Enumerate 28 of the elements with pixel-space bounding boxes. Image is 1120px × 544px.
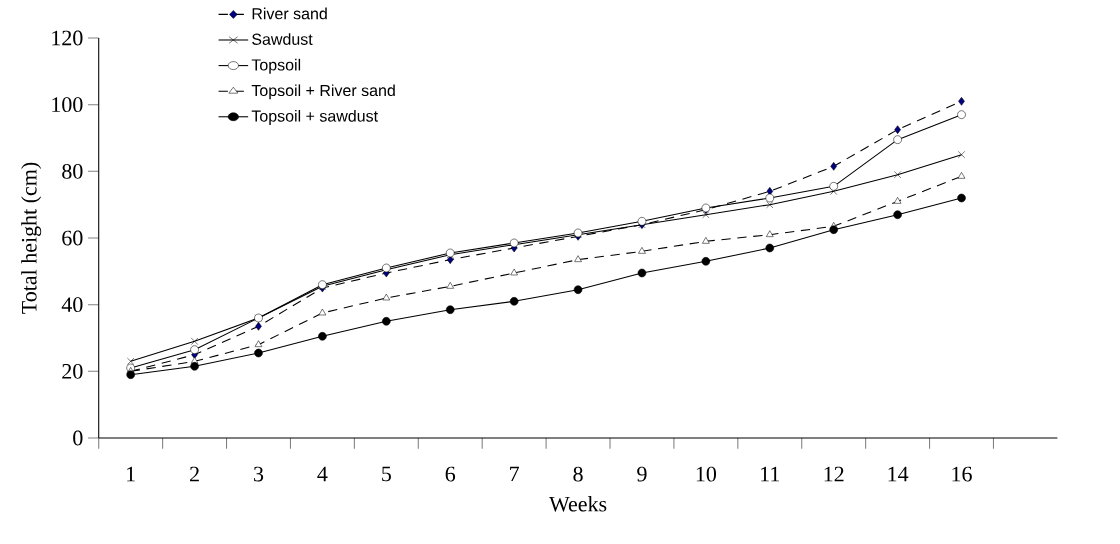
x-tick-label: 10 xyxy=(696,466,717,482)
x-tick-label: 3 xyxy=(254,466,264,482)
legend-label: Sawdust xyxy=(252,33,313,45)
legend-label: Topsoil + sawdust xyxy=(251,109,378,125)
y-axis-title: Total height (cm) xyxy=(21,162,42,314)
y-tick-label: 120 xyxy=(52,30,83,46)
x-tick-label: 5 xyxy=(382,466,391,482)
x-tick-label: 8 xyxy=(573,466,583,482)
y-tick-label: 0 xyxy=(73,430,83,446)
legend-label: Topsoil xyxy=(251,58,301,74)
x-axis-title: Weeks xyxy=(549,496,607,512)
x-tick-label: 12 xyxy=(824,466,844,482)
x-tick-label: 6 xyxy=(445,466,456,482)
x-tick-label: 14 xyxy=(888,466,909,482)
y-tick-label: 100 xyxy=(52,97,83,113)
y-tick-label: 80 xyxy=(62,163,83,179)
x-tick-label: 16 xyxy=(952,466,972,482)
x-tick-label: 9 xyxy=(637,466,647,482)
legend-label: River sand xyxy=(252,7,327,20)
x-tick-label: 11 xyxy=(761,466,780,482)
y-tick-label: 40 xyxy=(61,297,83,313)
x-tick-label: 7 xyxy=(510,466,520,482)
x-tick-label: 2 xyxy=(190,466,199,482)
x-tick-label: 4 xyxy=(317,466,328,482)
y-tick-label: 20 xyxy=(62,363,83,379)
legend-label: Topsoil + River sand xyxy=(251,84,395,100)
y-tick-label: 60 xyxy=(62,230,83,246)
x-tick-label: 1 xyxy=(127,466,135,482)
